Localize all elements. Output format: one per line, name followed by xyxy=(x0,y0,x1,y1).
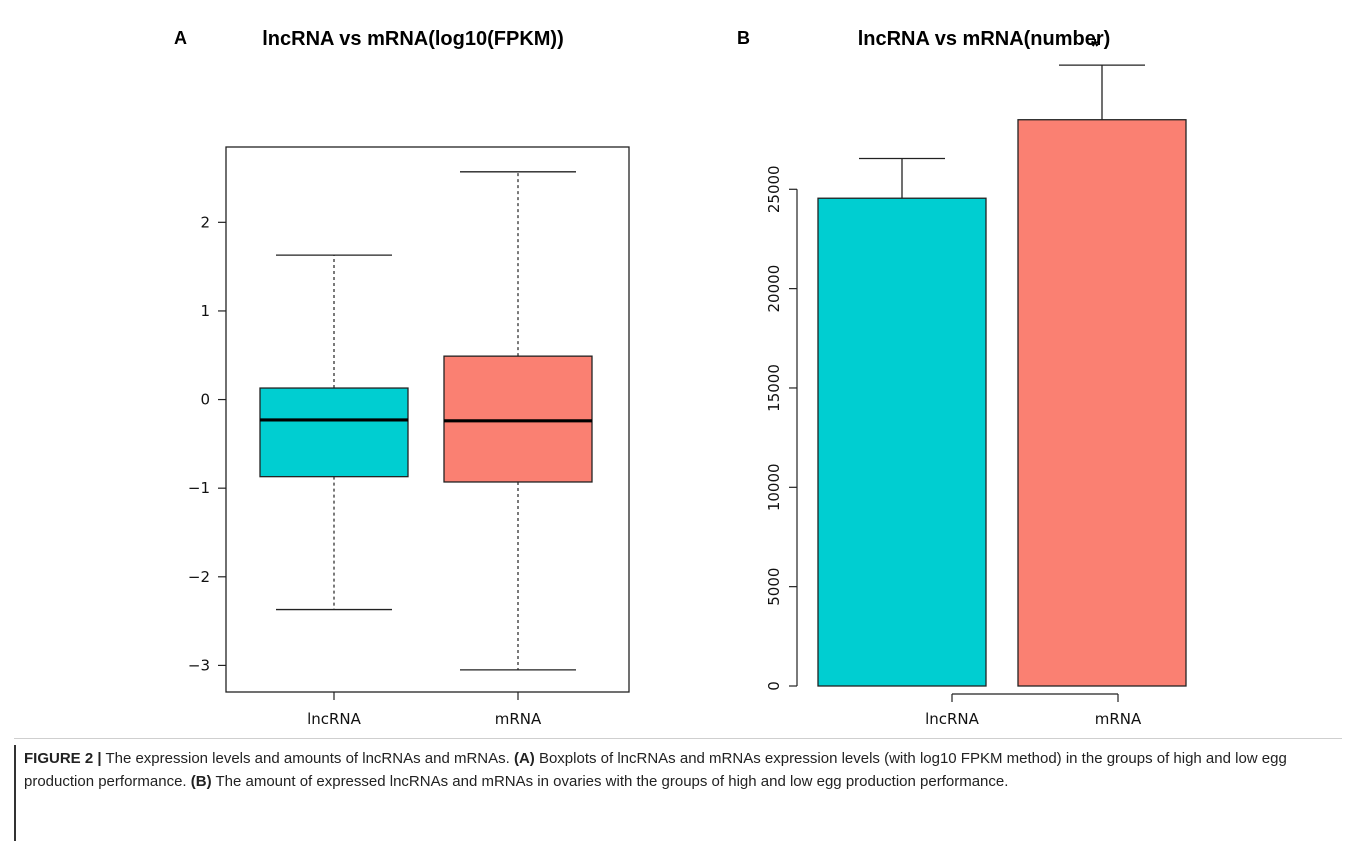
panel-a-y-tick-label: −3 xyxy=(188,656,210,674)
panel-b-y-tick-label: 25000 xyxy=(765,165,783,213)
caption-b-label: (B) xyxy=(190,773,212,790)
caption-b-text: The amount of expressed lncRNAs and mRNA… xyxy=(211,773,1009,790)
panel-a-y-tick-label: −1 xyxy=(188,479,210,497)
panel-b-title: lncRNA vs mRNA(number) xyxy=(858,28,1111,50)
caption-text: The expression levels and amounts of lnc… xyxy=(101,750,514,767)
panel-a-box xyxy=(443,355,593,483)
panel-b-y-tick-label: 15000 xyxy=(765,364,783,412)
panel-b-y-axis: 0 5000 10000 15000 20000 25000 xyxy=(765,165,798,691)
panel-a-x-tick-label: mRNA xyxy=(495,710,542,728)
panel-b-x-axis: lncRNA mRNA xyxy=(925,693,1142,728)
panel-a-y-tick-label: 0 xyxy=(200,391,210,409)
caption-label: FIGURE 2 | xyxy=(24,750,102,767)
panel-b-letter: B xyxy=(737,28,750,48)
panel-b-x-tick-label: lncRNA xyxy=(925,710,980,728)
panel-b-significance-annotation: * xyxy=(1091,36,1099,58)
caption-a-label: (A) xyxy=(513,750,535,767)
figure: A lncRNA vs mRNA(log10(FPKM)) −3−2−1012 … xyxy=(174,28,1187,728)
panel-a-boxes xyxy=(259,171,593,671)
caption-a-text: Boxplots of lncRNAs and mRNAs expression… xyxy=(24,750,1287,790)
panel-a-y-tick-label: −2 xyxy=(188,568,210,586)
panel-b-bar xyxy=(1017,119,1187,687)
panel-a: A lncRNA vs mRNA(log10(FPKM)) −3−2−1012 … xyxy=(174,28,630,728)
panel-a-plot-frame xyxy=(225,146,630,693)
figure-caption: FIGURE 2 | The expression levels and amo… xyxy=(14,745,1342,841)
panel-b-y-tick-label: 10000 xyxy=(765,463,783,511)
panel-b-x-tick-label: mRNA xyxy=(1095,710,1142,728)
caption-divider xyxy=(14,738,1342,739)
panel-a-letter: A xyxy=(174,28,187,48)
panel-b-y-tick-label: 5000 xyxy=(765,568,783,606)
panel-a-title: lncRNA vs mRNA(log10(FPKM)) xyxy=(262,28,564,50)
panel-a-y-tick-label: 2 xyxy=(200,213,210,231)
panel-b-bars xyxy=(817,64,1187,687)
panel-a-y-tick-label: 1 xyxy=(200,302,210,320)
panel-b-y-tick-label: 0 xyxy=(765,681,783,691)
panel-b-bar xyxy=(817,197,987,687)
panel-a-x-tick-label: lncRNA xyxy=(307,710,362,728)
panel-b: B lncRNA vs mRNA(number) 0 5000 10000 15000… xyxy=(737,28,1187,728)
panel-a-x-axis: lncRNA mRNA xyxy=(307,692,542,728)
panel-a-y-axis: −3 −2 −1 0 1 2 xyxy=(188,213,226,674)
panel-b-y-tick-label: 20000 xyxy=(765,265,783,313)
panel-a-box xyxy=(259,387,409,478)
